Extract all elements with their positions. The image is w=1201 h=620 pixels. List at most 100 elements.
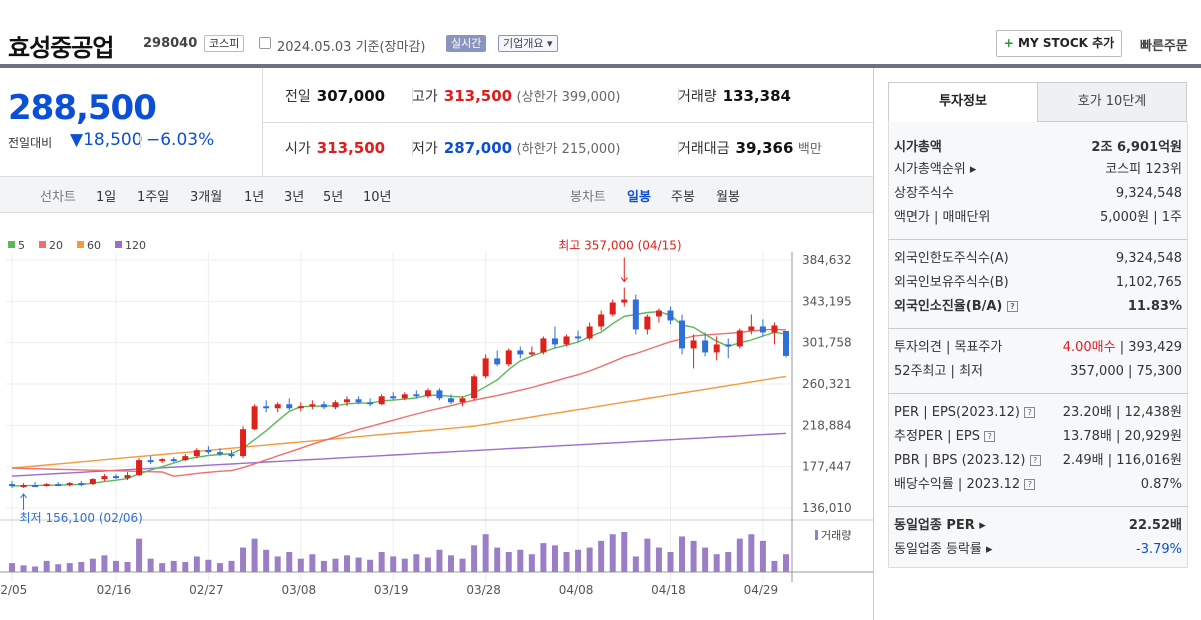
legend-swatch — [39, 241, 46, 248]
candle-body — [297, 406, 304, 409]
invest-row[interactable]: 동일업종 PER ▸ 22.52배 — [894, 518, 1182, 533]
volume-bar — [170, 560, 177, 572]
realtime-button[interactable]: 실시간 — [446, 35, 487, 52]
y-tick-label: 301,758 — [802, 336, 852, 350]
quick-order-button[interactable]: 빠른주문 — [1140, 39, 1188, 54]
volume-bar — [112, 560, 119, 572]
volume-bar — [517, 549, 524, 572]
volume-bar — [367, 559, 374, 572]
date-text: 2024.05.03 기준(장마감) — [277, 40, 426, 55]
company-info-button[interactable]: 기업개요 ▾ — [498, 35, 558, 52]
price-chart[interactable]: 384,632 343,195 301,758 260,321 218,884 177,4… — [0, 232, 873, 620]
volume-bar — [551, 545, 558, 572]
x-tick-label: 04/18 — [651, 583, 686, 597]
tab-orderbook[interactable]: 호가 10단계 — [1037, 82, 1187, 122]
candle-body — [725, 344, 732, 347]
help-icon[interactable]: ? — [1024, 407, 1036, 418]
candle-body — [540, 338, 547, 353]
period-6[interactable]: 10년 — [363, 190, 392, 205]
candle-body — [505, 350, 512, 365]
candle-0[interactable]: 일봉 — [627, 190, 651, 205]
candle-body — [783, 330, 789, 356]
volume-bar — [575, 549, 582, 572]
candle-body — [251, 406, 258, 430]
invest-row[interactable]: 시가총액순위 ▸ 코스피 123위 — [894, 162, 1182, 177]
high-price: 고가 313,500 (상한가 399,000) — [412, 87, 621, 105]
candle-body — [332, 402, 339, 408]
period-3[interactable]: 1년 — [244, 190, 265, 205]
down-arrow-icon: ▼ — [70, 130, 84, 150]
invest-row[interactable]: 동일업종 등락률 ▸ -3.79% — [894, 542, 1182, 557]
candle-body — [482, 358, 489, 377]
period-2[interactable]: 3개월 — [190, 190, 223, 205]
candle-body — [182, 456, 189, 461]
candle-body — [459, 398, 466, 403]
candle-body — [378, 396, 385, 405]
invest-row: 배당수익률 | 2023.12 ? 0.87% — [894, 477, 1182, 492]
help-icon[interactable]: ? — [1024, 479, 1036, 490]
help-icon[interactable]: ? — [1006, 301, 1018, 312]
min-arrow-icon — [20, 493, 27, 510]
period-5[interactable]: 5년 — [323, 190, 344, 205]
help-icon[interactable]: ? — [984, 431, 996, 442]
candle-2[interactable]: 월봉 — [716, 190, 740, 205]
candle-body — [263, 406, 270, 409]
legend-label: 20 — [49, 239, 63, 252]
period-0[interactable]: 1일 — [96, 190, 117, 205]
volume-bar — [609, 534, 616, 572]
legend-swatch — [77, 241, 84, 248]
period-1[interactable]: 1주일 — [137, 190, 170, 205]
volume-bar — [771, 560, 778, 572]
volume-bar — [136, 538, 143, 572]
period-bar — [0, 176, 873, 213]
legend-label: 120 — [125, 239, 146, 252]
volume-bar — [759, 540, 766, 572]
volume-legend-swatch — [815, 530, 818, 540]
candle-body — [32, 485, 39, 488]
candle-body — [274, 404, 281, 409]
volume: 거래량 133,384 — [678, 87, 791, 105]
candle-body — [736, 330, 743, 347]
candle-body — [436, 390, 443, 399]
max-arrow-icon — [620, 257, 628, 283]
volume-bar — [66, 563, 73, 572]
volume-bar — [182, 562, 189, 572]
volume-bar — [101, 555, 108, 572]
volume-bar — [216, 563, 223, 572]
my-stock-button[interactable]: + MY STOCK 추가 — [996, 30, 1122, 57]
x-tick-label: 02/27 — [189, 583, 224, 597]
volume-bar — [251, 538, 258, 572]
volume-bar — [193, 556, 200, 572]
candle-1[interactable]: 주봉 — [671, 190, 695, 205]
period-4[interactable]: 3년 — [284, 190, 305, 205]
candle-body — [9, 484, 15, 487]
candle-body — [563, 336, 570, 345]
candle-body — [78, 483, 85, 486]
legend-label: 5 — [18, 239, 25, 252]
volume-bar — [494, 547, 501, 572]
invest-row: 52주최고 | 최저 357,000 | 75,300 — [894, 364, 1182, 379]
candle-body — [494, 358, 501, 365]
candle-body — [124, 475, 131, 479]
volume-bar — [55, 564, 62, 572]
candle-body — [367, 402, 374, 405]
volume-bar — [482, 534, 489, 572]
volume-bar — [240, 547, 247, 572]
candle-body — [413, 394, 420, 397]
volume-bar — [9, 563, 15, 572]
x-tick-label: 03/28 — [466, 583, 501, 597]
candle-body — [621, 299, 628, 303]
candle-body — [609, 302, 616, 315]
candle-body — [644, 316, 651, 330]
low-price: 저가 287,000 (하한가 215,000) — [412, 139, 621, 157]
volume-bar — [43, 560, 50, 572]
volume-bar — [159, 563, 166, 572]
candle-body — [112, 476, 119, 479]
tab-invest-info[interactable]: 투자정보 — [888, 82, 1038, 122]
invest-row: PBR | BPS (2023.12) ? 2.49배 | 116,016원 — [894, 453, 1182, 468]
candle-body — [20, 485, 27, 488]
candle-body — [228, 454, 235, 457]
candle-body — [713, 344, 720, 353]
help-icon[interactable]: ? — [1029, 455, 1041, 466]
min-annotation: 최저 156,100 (02/06) — [20, 511, 143, 525]
